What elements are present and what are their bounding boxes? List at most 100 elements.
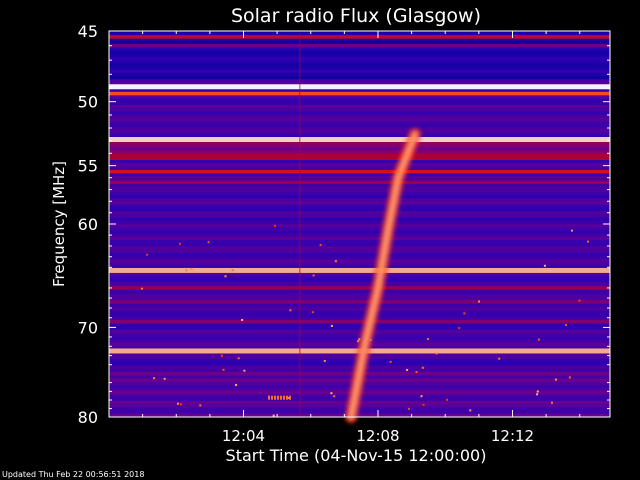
speckle (280, 395, 282, 400)
background-row (109, 227, 610, 232)
speckle (319, 244, 322, 247)
intense-band (109, 156, 610, 161)
speckle (237, 357, 240, 360)
speckle (330, 324, 333, 327)
speckle (543, 264, 546, 267)
burst-core (348, 131, 418, 420)
background-row (109, 143, 610, 148)
intense-band (109, 300, 610, 304)
speckle (283, 395, 285, 400)
background-row (109, 121, 610, 125)
background-row (109, 37, 610, 42)
background-row (109, 220, 610, 225)
speckle (289, 395, 291, 400)
speckle (141, 287, 143, 290)
speckle (333, 395, 336, 398)
speckle (289, 309, 292, 312)
speckle (231, 269, 234, 272)
background-row (109, 265, 610, 270)
interference-speckles (141, 33, 590, 417)
background-row (109, 326, 610, 331)
y-tick-label: 60 (78, 215, 98, 234)
background-row (109, 233, 610, 238)
background-row (109, 207, 610, 212)
speckle (222, 368, 225, 371)
background-row (109, 281, 610, 286)
background-row (109, 278, 610, 283)
x-tick-label: 12:04 (222, 427, 265, 445)
speckle (190, 267, 193, 270)
background-row (109, 79, 610, 84)
intense-band (109, 169, 610, 174)
speckle (330, 392, 333, 395)
plot-area (108, 30, 611, 423)
background-row (109, 153, 610, 158)
background-row (109, 211, 610, 215)
x-axis-label: Start Time (04-Nov-15 12:00:00) (226, 446, 487, 465)
updated-timestamp: Updated Thu Feb 22 00:56:51 2018 (2, 470, 145, 479)
x-tick-label: 12:12 (491, 427, 534, 445)
speckle (469, 409, 472, 412)
speckle (286, 395, 288, 400)
speckle (422, 403, 425, 406)
speckle (420, 395, 423, 398)
background-row (109, 198, 610, 203)
background-row (109, 104, 610, 109)
background-row (109, 297, 610, 302)
background-row (109, 236, 610, 241)
speckle (272, 414, 275, 417)
speckle (221, 354, 223, 357)
radio-burst (345, 128, 421, 423)
background-row (109, 72, 610, 77)
background-row (109, 76, 610, 80)
background-row (109, 204, 610, 209)
background-row (109, 31, 610, 35)
y-tick-label: 70 (78, 318, 98, 337)
speckle (578, 299, 581, 302)
speckle (199, 404, 202, 407)
speckle (446, 398, 449, 401)
intense-band (109, 137, 610, 143)
background-row (109, 108, 610, 113)
speckle (407, 407, 410, 410)
speckle (153, 377, 156, 380)
background-row (109, 175, 610, 180)
speckle (427, 338, 430, 341)
y-axis-ticks: 45 50 55 60 70 80 (78, 22, 610, 427)
background-row (109, 214, 610, 219)
background-row (109, 88, 610, 93)
background-row (109, 304, 610, 309)
x-axis-ticks: 12:04 12:08 12:12 (108, 31, 581, 445)
background-row (109, 288, 610, 293)
speckle (357, 340, 360, 343)
speckle (565, 324, 567, 326)
background-row (109, 162, 610, 167)
speckle (146, 253, 149, 256)
intense-band (109, 319, 610, 324)
background-row (109, 262, 610, 267)
background-row (109, 101, 610, 106)
speckle (415, 371, 418, 373)
background-row (109, 188, 610, 193)
speckle (551, 401, 553, 404)
speckle (207, 241, 210, 244)
background-row (109, 159, 610, 164)
background-row (109, 66, 610, 71)
speckle (235, 383, 238, 386)
speckle (312, 274, 315, 277)
background-row (109, 310, 610, 315)
speckle (334, 260, 337, 263)
background-row (109, 410, 610, 415)
background-row (109, 95, 610, 100)
speckle (224, 275, 227, 278)
y-axis-label: Frequency [MHz] (50, 161, 68, 287)
background-row (109, 56, 610, 61)
background-row (109, 185, 610, 190)
speckle (369, 339, 372, 342)
speckle (241, 319, 244, 321)
speckle (537, 338, 540, 341)
intense-band (109, 91, 610, 96)
speckle (185, 269, 188, 272)
background-row (109, 404, 610, 408)
speckle (478, 300, 480, 303)
